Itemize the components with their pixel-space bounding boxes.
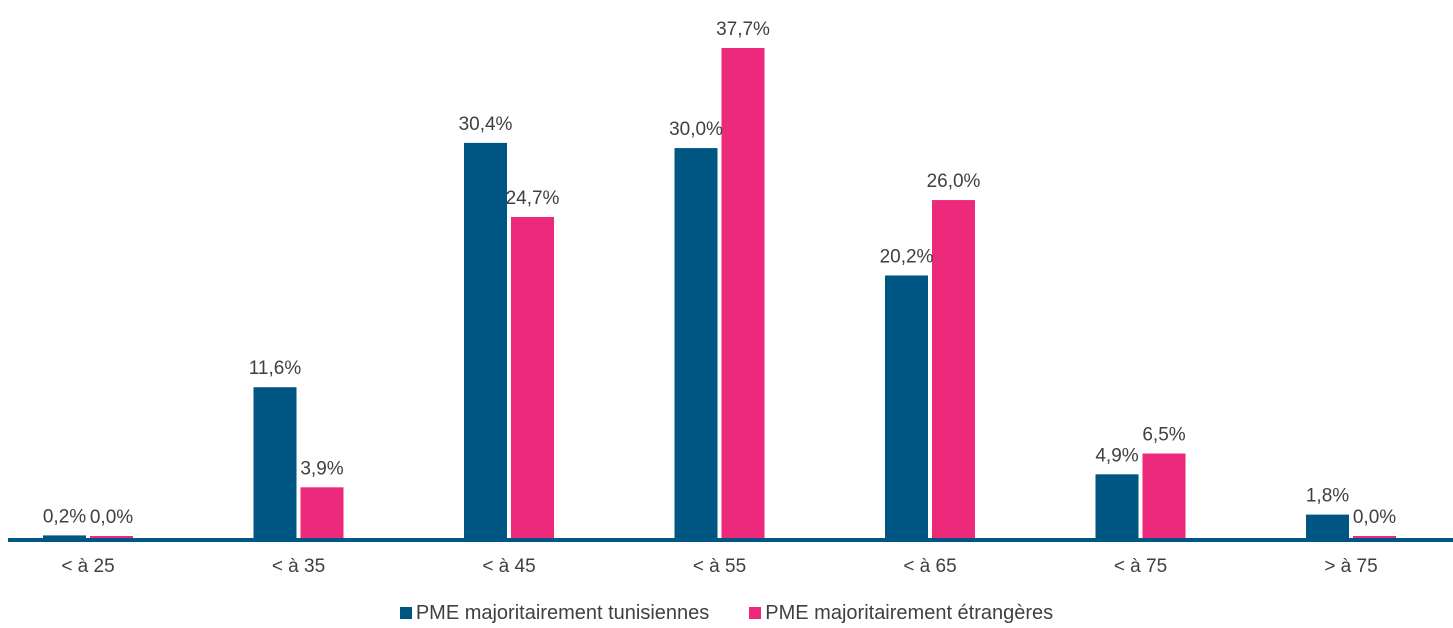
value-label-etrangeres-5: 6,5% xyxy=(1142,425,1185,446)
bar-tunisiennes-2 xyxy=(464,142,507,539)
legend-item-tunisiennes: PME majoritairement tunisiennes xyxy=(399,601,710,625)
value-label-tunisiennes-2: 30,4% xyxy=(459,114,513,135)
bar-etrangeres-1 xyxy=(300,487,344,538)
bar-tunisiennes-0 xyxy=(43,535,86,538)
bar-etrangeres-5 xyxy=(1142,453,1186,538)
legend-item-etrangeres: PME majoritairement étrangères xyxy=(749,602,1053,625)
x-tick-label-1: < à 35 xyxy=(272,556,325,577)
value-label-etrangeres-0: 0,0% xyxy=(90,507,133,528)
bar-etrangeres-0 xyxy=(90,536,133,538)
bar-etrangeres-4 xyxy=(932,200,975,538)
value-label-etrangeres-6: 0,0% xyxy=(1353,507,1396,528)
value-label-tunisiennes-0: 0,2% xyxy=(43,506,86,527)
x-tick-label-6: > à 75 xyxy=(1324,556,1377,577)
x-axis-line xyxy=(8,538,1453,542)
value-label-tunisiennes-5: 4,9% xyxy=(1095,445,1138,466)
bar-tunisiennes-1 xyxy=(253,387,297,538)
bar-tunisiennes-4 xyxy=(885,275,928,538)
bar-chart: 0,2% 0,0%11,6%3,9%30,4%24,7%30,0%37,7%20,… xyxy=(8,19,1453,577)
value-label-tunisiennes-3: 30,0% xyxy=(669,119,723,140)
x-tick-label-3: < à 55 xyxy=(693,556,746,577)
x-tick-labels-layer: < à 25 < à 35 < à 45 < à 55 < à 65 < à 75 > à … xyxy=(61,556,1377,577)
bar-tunisiennes-6 xyxy=(1306,514,1349,538)
bar-tunisiennes-3 xyxy=(674,148,718,538)
value-label-etrangeres-4: 26,0% xyxy=(927,171,981,192)
bars-layer xyxy=(43,48,1396,539)
value-label-etrangeres-2: 24,7% xyxy=(506,188,560,209)
x-tick-label-5: < à 75 xyxy=(1114,556,1167,577)
value-label-tunisiennes-6: 1,8% xyxy=(1306,486,1349,507)
legend: PME majoritairement tunisiennes PME majo… xyxy=(0,598,1453,628)
legend-swatch-tunisiennes xyxy=(399,607,412,619)
bar-etrangeres-6 xyxy=(1353,536,1396,538)
bar-tunisiennes-5 xyxy=(1095,474,1139,538)
bar-etrangeres-2 xyxy=(511,216,554,538)
legend-label-etrangeres: PME majoritairement étrangères xyxy=(765,601,1054,624)
value-label-etrangeres-3: 37,7% xyxy=(716,19,770,40)
bar-etrangeres-3 xyxy=(721,48,765,538)
value-label-etrangeres-1: 3,9% xyxy=(300,458,343,479)
value-label-tunisiennes-1: 11,6% xyxy=(249,358,302,379)
value-labels-layer: 0,2% 0,0%11,6%3,9%30,4%24,7%30,0%37,7%20,… xyxy=(43,19,1396,528)
x-tick-label-4: < à 65 xyxy=(903,556,956,577)
x-tick-label-0: < à 25 xyxy=(61,556,114,577)
legend-label-tunisiennes: PME majoritairement tunisiennes xyxy=(415,601,710,624)
legend-swatch-etrangeres xyxy=(749,607,762,619)
value-label-tunisiennes-4: 20,2% xyxy=(880,246,934,267)
x-tick-label-2: < à 45 xyxy=(482,556,535,577)
